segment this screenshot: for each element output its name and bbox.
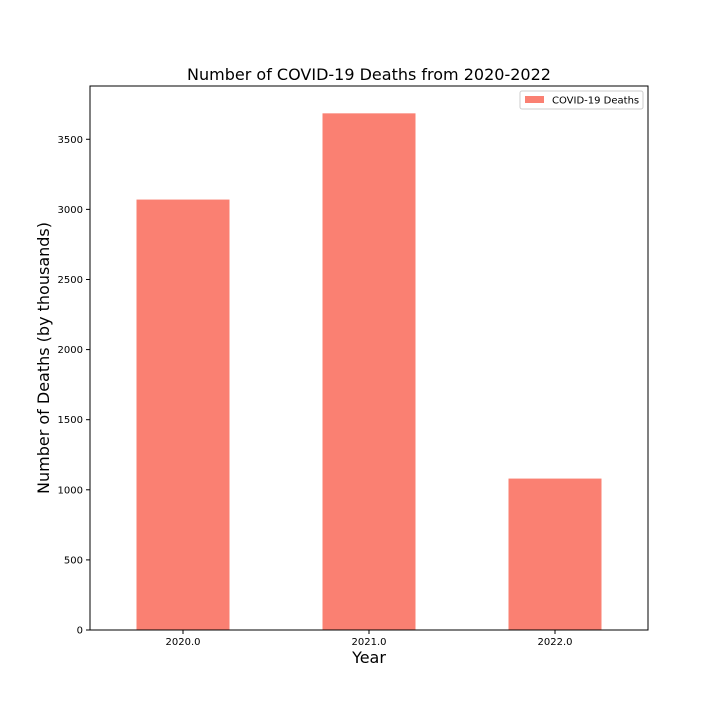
y-tick-label: 3000 <box>58 205 83 216</box>
x-tick-label: 2022.0 <box>538 637 573 648</box>
x-axis-label: Year <box>351 648 386 667</box>
y-tick-label: 1500 <box>58 415 83 426</box>
y-tick-label: 2500 <box>58 275 83 286</box>
bar-2022.0 <box>508 478 602 630</box>
legend-swatch <box>525 96 544 103</box>
y-tick-label: 500 <box>64 555 83 566</box>
y-tick-label: 0 <box>77 626 83 637</box>
y-tick-label: 3500 <box>58 135 83 146</box>
x-tick-label: 2021.0 <box>352 637 387 648</box>
legend-box <box>519 90 644 110</box>
x-tick-label: 2020.0 <box>166 637 201 648</box>
y-tick-label: 2000 <box>58 345 83 356</box>
bar-2020.0 <box>136 199 230 630</box>
plot-area: 0 500 1000 1500 2000 2500 3000 3500 2020.0 2021.0… <box>58 85 649 648</box>
legend: COVID-19 Deaths <box>519 90 644 110</box>
bar-2021.0 <box>322 113 416 630</box>
legend-label: COVID-19 Deaths <box>552 96 639 107</box>
y-tick-label: 1000 <box>58 485 83 496</box>
chart-title: Number of COVID-19 Deaths from 2020-2022 <box>187 65 551 84</box>
y-axis-label: Number of Deaths (by thousands) <box>34 222 53 494</box>
